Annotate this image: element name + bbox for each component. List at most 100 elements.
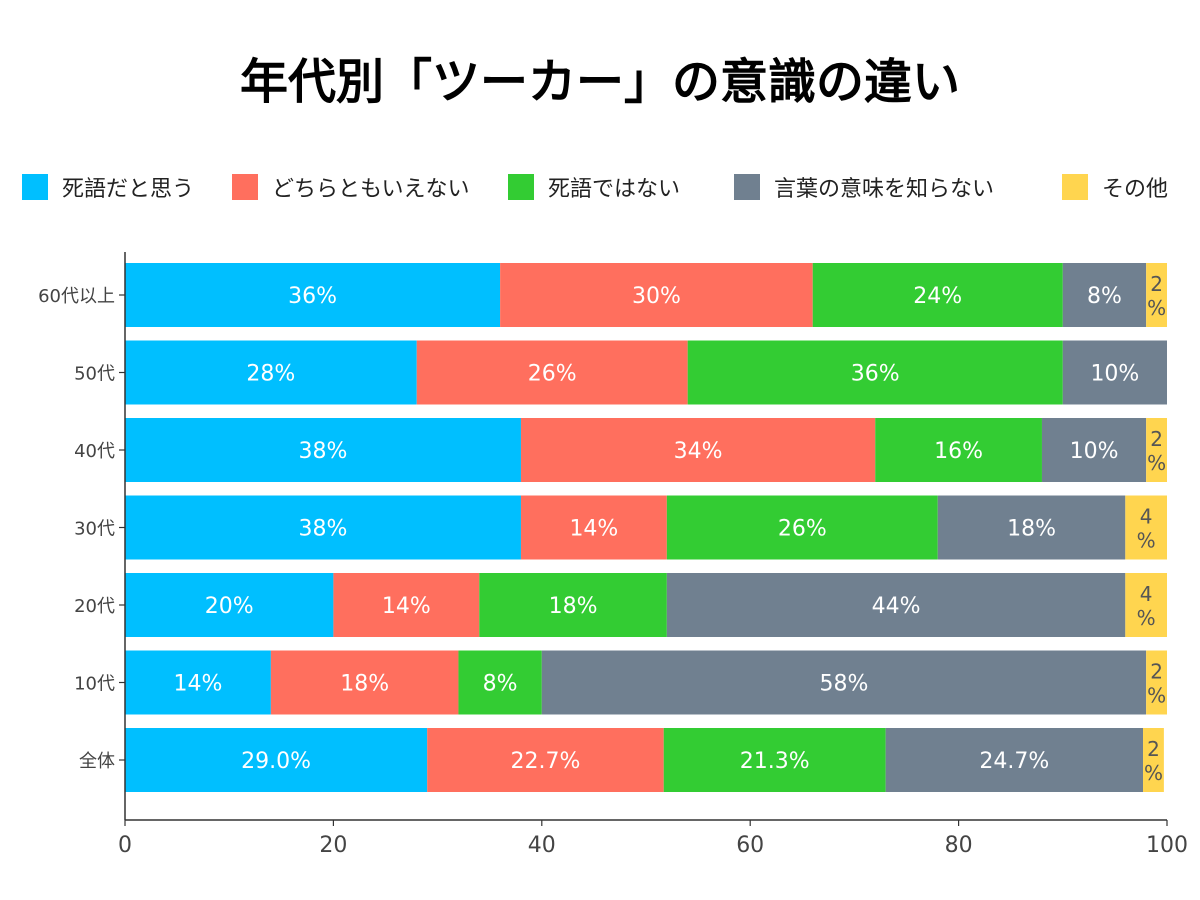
bar-segment bbox=[666, 573, 1126, 637]
bar-segment bbox=[1143, 728, 1164, 792]
bar-segment bbox=[333, 573, 480, 637]
bar-segment bbox=[125, 650, 271, 715]
bar-segment bbox=[125, 418, 521, 482]
bar-segment bbox=[458, 650, 542, 715]
data-label: 26% bbox=[778, 517, 827, 542]
legend-label: 死語だと思う bbox=[62, 177, 195, 202]
y-tick-label: 40代 bbox=[74, 441, 115, 462]
data-label: 10% bbox=[1090, 362, 1139, 387]
x-tick-label: 20 bbox=[319, 833, 347, 858]
legend-label: その他 bbox=[1102, 177, 1169, 202]
data-label: % bbox=[1147, 296, 1166, 320]
bar-segment bbox=[937, 495, 1126, 560]
bar-segment bbox=[1146, 263, 1167, 327]
data-label: % bbox=[1144, 761, 1163, 785]
data-label: 58% bbox=[820, 672, 869, 697]
legend-item-sonota: その他 bbox=[1062, 170, 1168, 204]
bar-segment bbox=[270, 650, 459, 715]
data-label: 21.3% bbox=[740, 749, 810, 774]
data-label: 4 bbox=[1140, 505, 1153, 529]
y-tick-label: 30代 bbox=[74, 519, 115, 540]
bar-segment bbox=[1146, 418, 1167, 482]
bar-segment bbox=[1041, 418, 1147, 482]
data-label: 18% bbox=[340, 672, 389, 697]
data-label: 18% bbox=[1007, 517, 1056, 542]
bar-segment bbox=[125, 495, 521, 560]
bar-segment bbox=[1125, 495, 1167, 560]
legend-swatch bbox=[508, 174, 534, 200]
data-label: % bbox=[1137, 529, 1156, 553]
x-tick-label: 80 bbox=[945, 833, 973, 858]
y-tick-label: 全体 bbox=[79, 751, 115, 772]
data-label: 8% bbox=[483, 672, 518, 697]
data-label: 24.7% bbox=[979, 749, 1049, 774]
bar-segment bbox=[520, 418, 876, 482]
data-label: 18% bbox=[549, 594, 598, 619]
bar-segment bbox=[1146, 650, 1167, 715]
legend: 死語だと思う どちらともいえない 死語ではない 言葉の意味を知らない その他 bbox=[22, 170, 1192, 204]
bar-segment bbox=[500, 263, 813, 327]
legend-item-shiranai: 言葉の意味を知らない bbox=[734, 170, 994, 204]
legend-swatch bbox=[22, 174, 48, 200]
data-label: 34% bbox=[674, 439, 723, 464]
y-tick-label: 50代 bbox=[74, 364, 115, 385]
data-label: % bbox=[1147, 451, 1166, 475]
legend-swatch bbox=[1062, 174, 1088, 200]
bar-segment bbox=[875, 418, 1042, 482]
x-tick-label: 100 bbox=[1146, 833, 1188, 858]
data-label: 4 bbox=[1140, 582, 1153, 606]
x-tick-label: 40 bbox=[528, 833, 556, 858]
data-label: 38% bbox=[299, 439, 348, 464]
bar-segment bbox=[125, 263, 501, 327]
bar-segment bbox=[416, 340, 688, 405]
data-label: 8% bbox=[1087, 284, 1122, 309]
data-label: % bbox=[1147, 684, 1166, 708]
data-label: 2 bbox=[1150, 272, 1163, 296]
legend-swatch bbox=[232, 174, 258, 200]
data-label: 38% bbox=[299, 517, 348, 542]
legend-label: どちらともいえない bbox=[272, 177, 470, 202]
bar-segment bbox=[666, 495, 938, 560]
data-label: 24% bbox=[913, 284, 962, 309]
data-label: 44% bbox=[872, 594, 921, 619]
legend-label: 死語ではない bbox=[548, 177, 681, 202]
data-label: 10% bbox=[1070, 439, 1119, 464]
bar-segment bbox=[687, 340, 1063, 405]
legend-item-shigo-dewa-nai: 死語ではない bbox=[508, 170, 680, 204]
data-label: % bbox=[1137, 606, 1156, 630]
bar-segment bbox=[520, 495, 667, 560]
data-label: 14% bbox=[382, 594, 431, 619]
data-label: 28% bbox=[246, 362, 295, 387]
data-label: 29.0% bbox=[241, 749, 311, 774]
data-label: 36% bbox=[851, 362, 900, 387]
bar-segment bbox=[479, 573, 667, 637]
data-label: 2 bbox=[1147, 737, 1160, 761]
bar-segment bbox=[125, 728, 428, 792]
data-label: 14% bbox=[569, 517, 618, 542]
bar-segment bbox=[427, 728, 664, 792]
data-label: 16% bbox=[934, 439, 983, 464]
legend-item-dochira: どちらともいえない bbox=[232, 170, 470, 204]
data-label: 26% bbox=[528, 362, 577, 387]
bar-segment bbox=[125, 573, 334, 637]
x-tick-label: 0 bbox=[118, 833, 132, 858]
data-label: 36% bbox=[288, 284, 337, 309]
legend-swatch bbox=[734, 174, 760, 200]
bar-segment bbox=[1125, 573, 1167, 637]
y-tick-label: 60代以上 bbox=[38, 286, 115, 307]
data-label: 2 bbox=[1150, 427, 1163, 451]
bar-segment bbox=[1062, 263, 1147, 327]
data-label: 30% bbox=[632, 284, 681, 309]
y-tick-label: 10代 bbox=[74, 674, 115, 695]
data-label: 14% bbox=[173, 672, 222, 697]
y-tick-label: 20代 bbox=[74, 596, 115, 617]
x-tick-label: 60 bbox=[736, 833, 764, 858]
bar-segment bbox=[663, 728, 886, 792]
legend-item-shigo: 死語だと思う bbox=[22, 170, 194, 204]
data-label: 20% bbox=[205, 594, 254, 619]
data-label: 22.7% bbox=[511, 749, 581, 774]
data-label: 2 bbox=[1150, 660, 1163, 684]
chart-title: 年代別「ツーカー」の意識の違い bbox=[239, 54, 960, 110]
bar-segment bbox=[1062, 340, 1167, 405]
